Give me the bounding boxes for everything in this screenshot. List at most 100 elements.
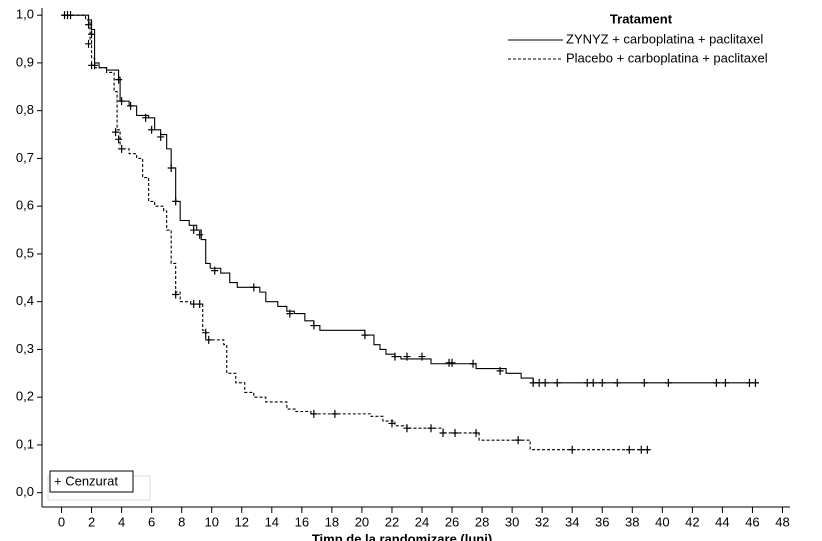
censor-mark: [391, 352, 399, 361]
x-tick-label: 38: [625, 514, 639, 529]
y-tick-label: 0,8: [16, 102, 34, 117]
censor-mark: [583, 378, 591, 387]
censor-mark: [115, 135, 123, 144]
y-tick-label: 1,0: [16, 7, 34, 22]
x-tick-label: 0: [58, 514, 65, 529]
x-tick-label: 10: [204, 514, 218, 529]
x-tick-label: 16: [295, 514, 309, 529]
censor-mark: [403, 352, 411, 361]
censor-mark: [469, 359, 477, 368]
censor-mark: [451, 428, 459, 437]
censor-mark: [88, 30, 96, 39]
y-tick-label: 0,2: [16, 389, 34, 404]
censor-mark: [172, 290, 180, 299]
censor-mark: [64, 11, 72, 20]
censor-mark: [172, 197, 180, 206]
x-tick-label: 20: [355, 514, 369, 529]
censor-mark: [190, 300, 198, 309]
censor-mark: [388, 419, 396, 428]
censor-mark: [361, 331, 369, 340]
censor-mark: [85, 39, 93, 48]
censor-mark: [196, 300, 204, 309]
x-tick-label: 12: [235, 514, 249, 529]
censor-mark: [712, 378, 720, 387]
censor-box: [49, 470, 134, 493]
x-tick-label: 32: [535, 514, 549, 529]
x-tick-label: 2: [88, 514, 95, 529]
survival-curve: [61, 14, 759, 384]
x-tick-label: 26: [445, 514, 459, 529]
x-tick-label: 44: [715, 514, 729, 529]
x-tick-label: 14: [265, 514, 279, 529]
censor-mark: [514, 436, 522, 445]
legend-label: ZYNYZ + carboplatina + paclitaxel: [566, 31, 763, 46]
censor-mark: [112, 128, 120, 137]
censor-mark: [310, 409, 318, 418]
censor-mark: [568, 445, 576, 454]
y-tick-label: 0,1: [16, 436, 34, 451]
legend-title: Tratament: [610, 11, 673, 26]
censor-mark: [535, 378, 543, 387]
y-tick-label: 0,5: [16, 245, 34, 260]
x-tick-label: 6: [148, 514, 155, 529]
censor-mark: [427, 424, 435, 433]
censor-mark: [496, 366, 504, 375]
censor-mark: [418, 352, 426, 361]
legend-label: Placebo + carboplatina + paclitaxel: [566, 50, 768, 65]
censor-mark: [310, 321, 318, 330]
censor-mark: [613, 378, 621, 387]
censor-mark: [167, 163, 175, 172]
y-tick-label: 0,0: [16, 484, 34, 499]
censor-mark: [721, 378, 729, 387]
x-tick-label: 30: [505, 514, 519, 529]
censor-mark: [589, 378, 597, 387]
censor-mark: [553, 378, 561, 387]
censor-mark: [541, 378, 549, 387]
x-tick-label: 4: [118, 514, 125, 529]
survival-curve: [61, 14, 651, 451]
censor-mark: [637, 445, 645, 454]
censor-mark: [331, 409, 339, 418]
censor-mark: [745, 378, 753, 387]
censor-mark: [148, 125, 156, 134]
censor-mark: [142, 113, 150, 122]
censor-mark: [202, 328, 210, 337]
x-tick-label: 28: [475, 514, 489, 529]
censor-mark: [157, 132, 165, 141]
y-tick-label: 0,3: [16, 341, 34, 356]
censor-mark: [88, 61, 96, 70]
censor-mark: [403, 424, 411, 433]
x-tick-label: 42: [685, 514, 699, 529]
censor-mark: [439, 428, 447, 437]
x-tick-label: 46: [745, 514, 759, 529]
x-tick-label: 18: [325, 514, 339, 529]
x-tick-label: 40: [655, 514, 669, 529]
x-tick-label: 22: [385, 514, 399, 529]
y-tick-label: 0,7: [16, 150, 34, 165]
censor-mark: [250, 283, 258, 292]
x-tick-label: 34: [565, 514, 579, 529]
x-tick-label: 48: [775, 514, 789, 529]
censor-mark: [472, 428, 480, 437]
y-tick-label: 0,6: [16, 198, 34, 213]
censor-mark: [625, 445, 633, 454]
censor-mark: [643, 445, 651, 454]
censor-mark: [118, 97, 126, 106]
censor-mark: [115, 75, 123, 84]
censor-mark: [286, 309, 294, 318]
censor-mark: [205, 335, 213, 344]
x-tick-label: 8: [178, 514, 185, 529]
censor-mark: [196, 230, 204, 239]
censor-mark: [640, 378, 648, 387]
x-axis-label: Timp de la randomizare (luni): [312, 531, 492, 541]
x-tick-label: 36: [595, 514, 609, 529]
censor-mark: [127, 101, 135, 110]
censor-mark: [448, 358, 456, 367]
y-tick-label: 0,9: [16, 54, 34, 69]
censor-label: + Cenzurat: [54, 473, 118, 488]
censor-mark: [190, 226, 198, 235]
censor-mark: [751, 378, 759, 387]
y-tick-label: 0,4: [16, 293, 34, 308]
censor-mark: [529, 378, 537, 387]
